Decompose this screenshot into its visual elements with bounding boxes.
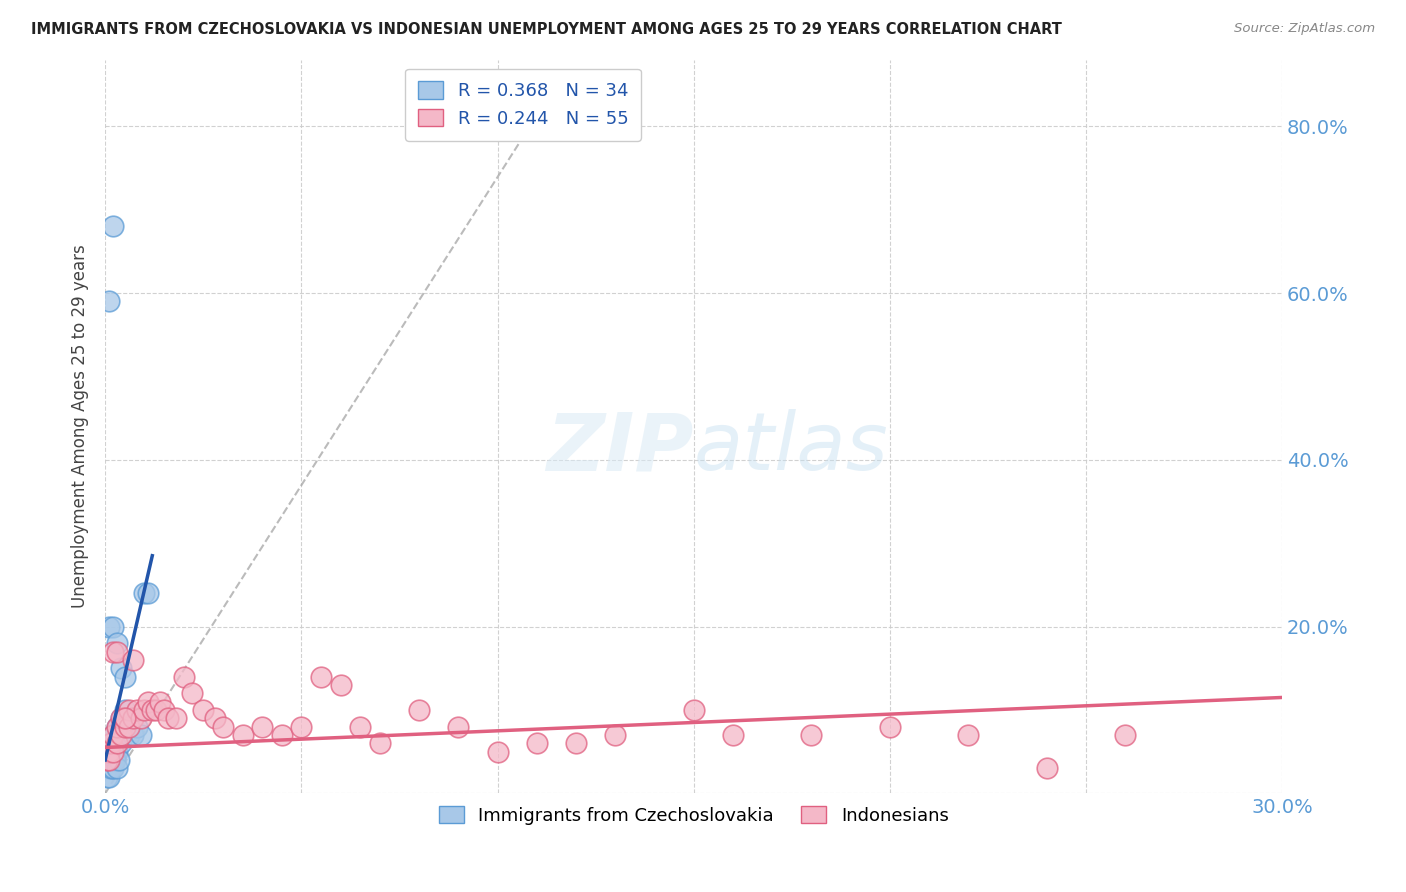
Point <box>96 753 118 767</box>
Point <box>800 728 823 742</box>
Point <box>98 619 121 633</box>
Point <box>98 770 121 784</box>
Point <box>138 695 160 709</box>
Point <box>270 728 292 742</box>
Point <box>605 728 627 742</box>
Point <box>101 728 124 742</box>
Point <box>110 661 132 675</box>
Point <box>98 294 121 309</box>
Point <box>110 711 132 725</box>
Point <box>1036 761 1059 775</box>
Point <box>108 753 131 767</box>
Point <box>368 736 391 750</box>
Point <box>114 711 136 725</box>
Point <box>118 720 141 734</box>
Point <box>204 711 226 725</box>
Point <box>118 711 141 725</box>
Point <box>141 703 163 717</box>
Point <box>1114 728 1136 742</box>
Point <box>100 736 122 750</box>
Point <box>98 745 121 759</box>
Point <box>118 728 141 742</box>
Text: Source: ZipAtlas.com: Source: ZipAtlas.com <box>1234 22 1375 36</box>
Point <box>100 736 122 750</box>
Point <box>114 720 136 734</box>
Point <box>957 728 980 742</box>
Point <box>134 586 156 600</box>
Point <box>231 728 253 742</box>
Point <box>105 720 128 734</box>
Point <box>309 670 332 684</box>
Point <box>110 728 132 742</box>
Point <box>134 703 156 717</box>
Point <box>879 720 901 734</box>
Point <box>96 761 118 775</box>
Point <box>682 703 704 717</box>
Point <box>250 720 273 734</box>
Point <box>121 653 143 667</box>
Point <box>105 736 128 750</box>
Point <box>101 644 124 658</box>
Point <box>96 770 118 784</box>
Point <box>114 703 136 717</box>
Point <box>114 720 136 734</box>
Y-axis label: Unemployment Among Ages 25 to 29 years: Unemployment Among Ages 25 to 29 years <box>72 244 89 608</box>
Point <box>149 695 172 709</box>
Point <box>118 703 141 717</box>
Point <box>145 703 167 717</box>
Point <box>349 720 371 734</box>
Point <box>180 686 202 700</box>
Point <box>104 753 127 767</box>
Legend: Immigrants from Czechoslovakia, Indonesians: Immigrants from Czechoslovakia, Indonesi… <box>427 795 959 836</box>
Point <box>100 761 122 775</box>
Point <box>721 728 744 742</box>
Point <box>156 711 179 725</box>
Point <box>98 745 121 759</box>
Point <box>101 619 124 633</box>
Point <box>98 753 121 767</box>
Point <box>526 736 548 750</box>
Point <box>173 670 195 684</box>
Point <box>290 720 312 734</box>
Point <box>212 720 235 734</box>
Point <box>486 745 509 759</box>
Point <box>114 711 136 725</box>
Point <box>565 736 588 750</box>
Point <box>105 761 128 775</box>
Point <box>98 753 121 767</box>
Point <box>110 711 132 725</box>
Point <box>153 703 176 717</box>
Point <box>125 720 148 734</box>
Point <box>101 728 124 742</box>
Point <box>121 711 143 725</box>
Point <box>104 745 127 759</box>
Point <box>105 636 128 650</box>
Point <box>193 703 215 717</box>
Point <box>101 219 124 234</box>
Text: IMMIGRANTS FROM CZECHOSLOVAKIA VS INDONESIAN UNEMPLOYMENT AMONG AGES 25 TO 29 YE: IMMIGRANTS FROM CZECHOSLOVAKIA VS INDONE… <box>31 22 1062 37</box>
Point <box>105 644 128 658</box>
Point <box>101 761 124 775</box>
Point <box>408 703 430 717</box>
Point <box>101 753 124 767</box>
Point <box>114 670 136 684</box>
Point <box>125 703 148 717</box>
Point <box>447 720 470 734</box>
Point <box>110 736 132 750</box>
Point <box>129 728 152 742</box>
Point <box>129 711 152 725</box>
Point <box>105 720 128 734</box>
Point <box>105 745 128 759</box>
Text: atlas: atlas <box>693 409 889 488</box>
Point <box>329 678 352 692</box>
Point <box>165 711 187 725</box>
Text: ZIP: ZIP <box>547 409 693 488</box>
Point <box>138 586 160 600</box>
Point <box>121 728 143 742</box>
Point <box>101 745 124 759</box>
